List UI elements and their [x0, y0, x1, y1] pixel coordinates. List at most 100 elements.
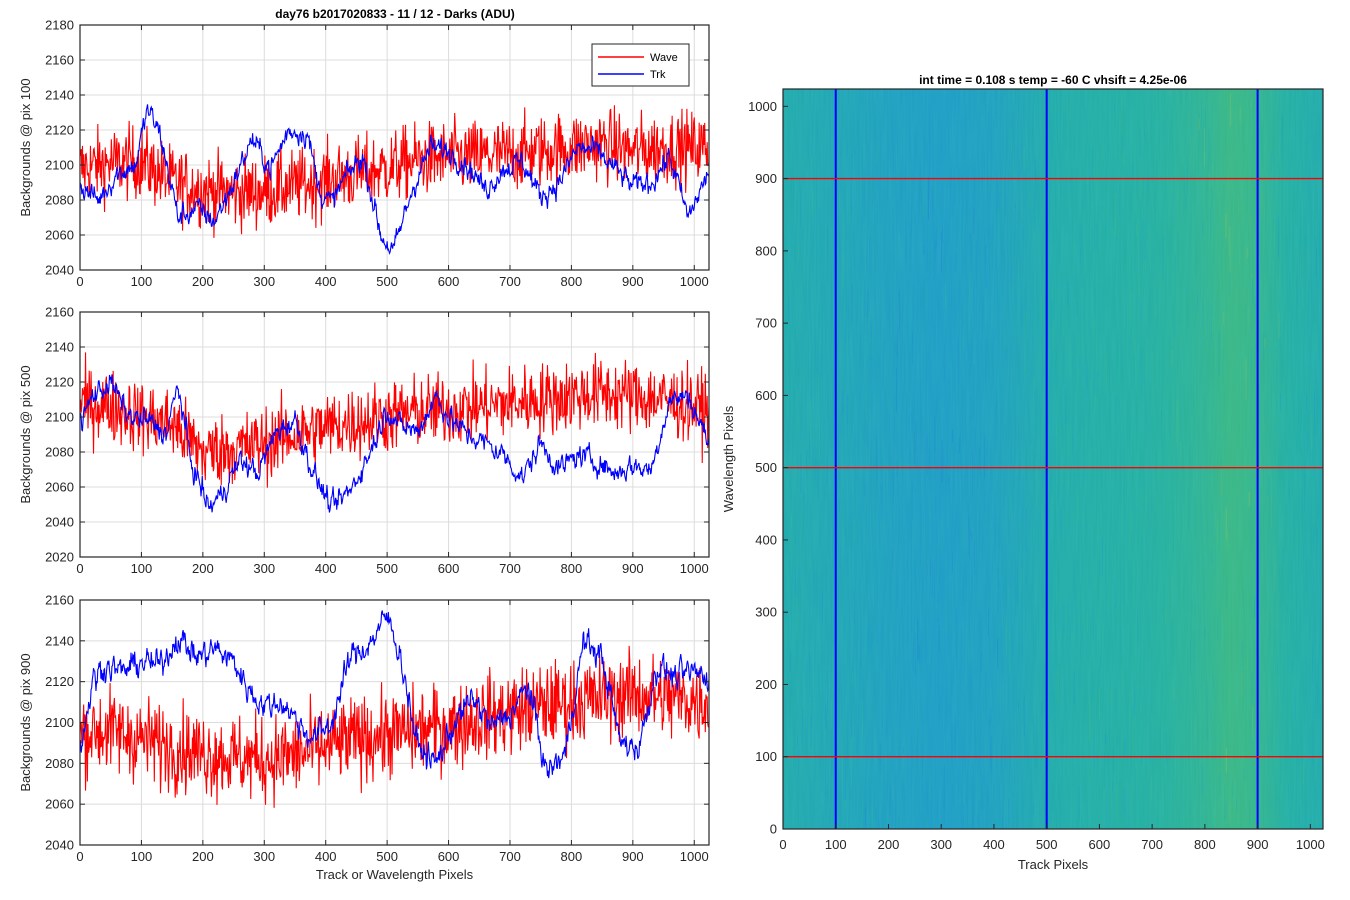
legend-box — [591, 43, 690, 87]
y-tick-label: 100 — [755, 749, 777, 764]
x-tick-label: 0 — [76, 561, 83, 576]
figure-title: day76 b2017020833 - 11 / 12 - Darks (ADU… — [275, 7, 514, 21]
y-tick-label: 2040 — [45, 838, 74, 853]
y-tick-label: 2060 — [45, 228, 74, 243]
legend: Wave Trk — [591, 43, 690, 87]
x-tick-label: 600 — [1089, 837, 1111, 852]
x-tick-label: 100 — [131, 561, 153, 576]
y-tick-label: 2040 — [45, 515, 74, 530]
y-tick-label: 2100 — [45, 410, 74, 425]
x-tick-label: 800 — [1194, 837, 1216, 852]
x-tick-label: 200 — [192, 561, 214, 576]
y-axis-label: Backgrounds @ pix 500 — [18, 365, 33, 503]
plot-pix-500: 0 100 200 300 400 500 600 700 800 900 1000 2020 2040… — [18, 305, 710, 576]
x-tick-label: 300 — [253, 561, 275, 576]
x-tick-label: 700 — [499, 274, 521, 289]
heatmap-noise — [783, 89, 1323, 829]
x-tick-label: 1000 — [680, 561, 709, 576]
x-tick-label: 900 — [622, 849, 644, 864]
x-tick-label: 100 — [825, 837, 847, 852]
series-line-trk — [80, 610, 709, 779]
y-axis-label: Wavelength Pixels — [721, 405, 736, 512]
y-tick-label: 2060 — [45, 797, 74, 812]
plot-pix-100: 0 100 200 300 400 500 600 700 800 900 1000 2040 2060… — [18, 18, 710, 289]
x-tick-label: 900 — [622, 561, 644, 576]
x-tick-label: 900 — [1247, 837, 1269, 852]
x-tick-label: 600 — [438, 561, 460, 576]
y-tick-label: 2120 — [45, 375, 74, 390]
heatmap-title: int time = 0.108 s temp = -60 C vhsift =… — [919, 73, 1187, 87]
legend-label-wave: Wave — [650, 52, 678, 64]
x-tick-label: 800 — [561, 274, 583, 289]
x-tick-label: 500 — [376, 561, 398, 576]
x-tick-label: 0 — [76, 274, 83, 289]
y-tick-label: 2160 — [45, 593, 74, 608]
y-tick-label: 200 — [755, 677, 777, 692]
y-tick-label: 700 — [755, 316, 777, 331]
y-tick-label: 2160 — [45, 305, 74, 320]
y-tick-label: 2100 — [45, 158, 74, 173]
y-tick-label: 0 — [770, 822, 777, 837]
series-line-wave — [80, 352, 709, 488]
plot-pix-900: 0 100 200 300 400 500 600 700 800 900 1000 2040 2060… — [18, 593, 710, 882]
y-tick-label: 2180 — [45, 18, 74, 33]
y-tick-label: 500 — [755, 460, 777, 475]
x-tick-label: 0 — [76, 849, 83, 864]
axes-frame — [79, 24, 710, 271]
y-axis-label: Backgrounds @ pix 100 — [18, 78, 33, 216]
y-tick-label: 2120 — [45, 674, 74, 689]
x-tick-label: 300 — [253, 274, 275, 289]
y-tick-label: 2140 — [45, 340, 74, 355]
legend-label-trk: Trk — [650, 69, 666, 81]
x-tick-label: 300 — [253, 849, 275, 864]
axes-frame — [79, 311, 710, 558]
x-tick-label: 800 — [561, 849, 583, 864]
x-tick-label: 400 — [315, 274, 337, 289]
y-tick-label: 2080 — [45, 445, 74, 460]
x-tick-label: 500 — [376, 849, 398, 864]
x-tick-label: 800 — [561, 561, 583, 576]
x-tick-label: 1000 — [680, 274, 709, 289]
x-tick-label: 600 — [438, 274, 460, 289]
x-tick-label: 400 — [315, 561, 337, 576]
x-tick-label: 700 — [499, 561, 521, 576]
y-tick-label: 1000 — [748, 99, 777, 114]
y-tick-label: 2080 — [45, 756, 74, 771]
x-tick-label: 400 — [315, 849, 337, 864]
y-tick-label: 900 — [755, 171, 777, 186]
x-tick-label: 1000 — [680, 849, 709, 864]
y-tick-label: 2100 — [45, 715, 74, 730]
x-tick-label: 500 — [1036, 837, 1058, 852]
x-tick-label: 700 — [499, 849, 521, 864]
y-axis-label: Backgrounds @ pix 900 — [18, 653, 33, 791]
x-tick-label: 200 — [878, 837, 900, 852]
series-line-trk — [80, 104, 709, 256]
y-tick-label: 2120 — [45, 123, 74, 138]
y-tick-label: 2140 — [45, 633, 74, 648]
y-tick-label: 300 — [755, 605, 777, 620]
y-tick-label: 2140 — [45, 88, 74, 103]
x-tick-label: 600 — [438, 849, 460, 864]
x-tick-label: 1000 — [1296, 837, 1325, 852]
x-axis-label: Track or Wavelength Pixels — [316, 867, 474, 882]
series-line-trk — [80, 374, 709, 513]
x-tick-label: 100 — [131, 849, 153, 864]
x-tick-label: 200 — [192, 849, 214, 864]
y-tick-label: 2160 — [45, 53, 74, 68]
y-tick-label: 2020 — [45, 550, 74, 565]
x-tick-label: 700 — [1141, 837, 1163, 852]
series-line-wave — [80, 645, 709, 808]
x-tick-label: 300 — [930, 837, 952, 852]
x-tick-label: 0 — [779, 837, 786, 852]
y-tick-label: 2080 — [45, 193, 74, 208]
plot-area — [80, 312, 709, 557]
y-tick-label: 600 — [755, 388, 777, 403]
x-tick-label: 900 — [622, 274, 644, 289]
heatmap-panel: 0 100 200 300 400 500 600 700 800 900 1000 0 100 200 3… — [721, 88, 1325, 872]
x-tick-label: 100 — [131, 274, 153, 289]
y-tick-label: 400 — [755, 532, 777, 547]
y-tick-label: 2040 — [45, 263, 74, 278]
x-tick-label: 500 — [376, 274, 398, 289]
y-tick-label: 800 — [755, 243, 777, 258]
